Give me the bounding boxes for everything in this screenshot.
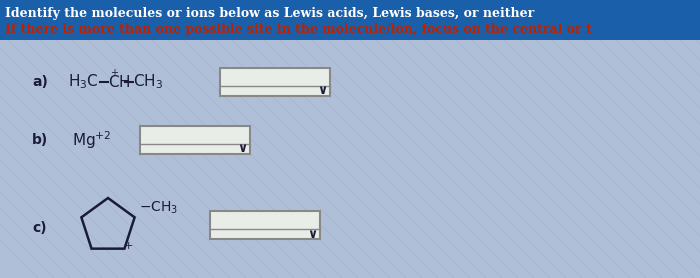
Text: b): b): [32, 133, 48, 147]
Bar: [220, 68, 330, 96]
Bar: [140, 126, 250, 154]
Text: ∨: ∨: [317, 85, 327, 98]
Text: ∨: ∨: [307, 227, 317, 240]
Bar: [210, 211, 320, 239]
Text: c): c): [32, 221, 47, 235]
Text: ∨: ∨: [237, 143, 247, 155]
Text: +: +: [123, 241, 133, 251]
Text: $\mathregular{Mg^{+2}}$: $\mathregular{Mg^{+2}}$: [72, 129, 111, 151]
Text: $\mathregular{+}$: $\mathregular{+}$: [110, 66, 119, 78]
Text: a): a): [32, 75, 48, 89]
Bar: [0, 0, 700, 40]
Text: If there is more than one possible site in the molecule/ion, focus on the centra: If there is more than one possible site …: [5, 24, 592, 36]
Text: $\mathregular{H_3C}$: $\mathregular{H_3C}$: [68, 73, 99, 91]
Text: Identify the molecules or ions below as Lewis acids, Lewis bases, or neither: Identify the molecules or ions below as …: [5, 6, 534, 19]
Text: $\mathregular{CH_3}$: $\mathregular{CH_3}$: [133, 73, 163, 91]
Text: $\mathregular{CH}$: $\mathregular{CH}$: [108, 74, 131, 90]
Text: $\mathregular{-CH_3}$: $\mathregular{-CH_3}$: [139, 199, 178, 215]
